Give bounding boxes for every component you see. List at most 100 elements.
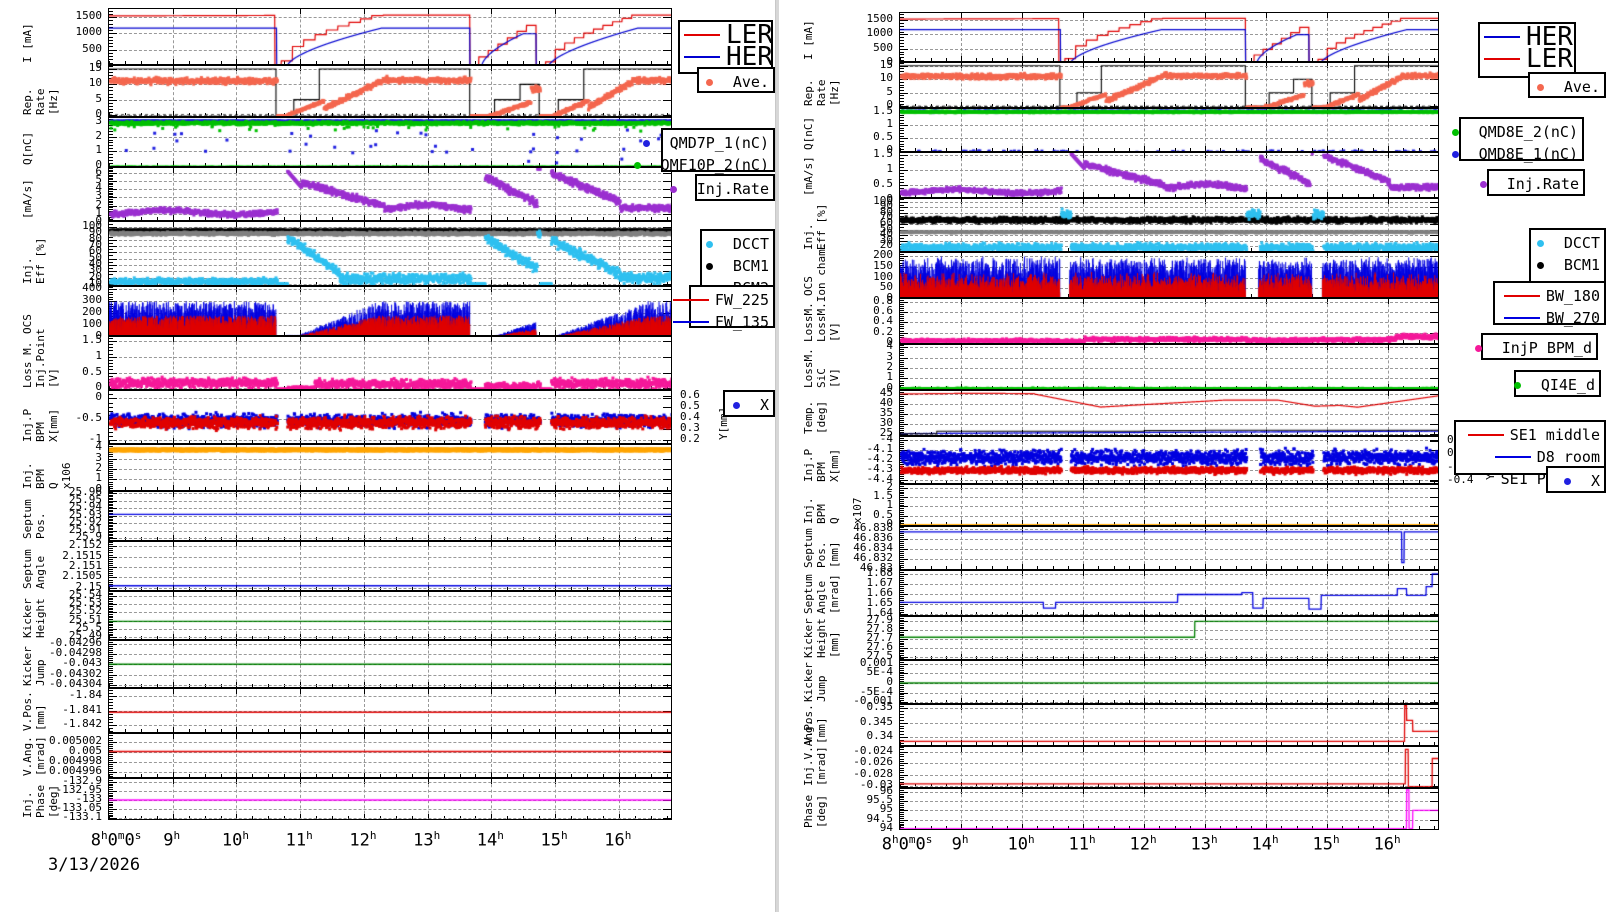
y-axis-title: Inj. <box>21 257 34 285</box>
legend-label: QMD8E_2(nC) <box>1478 123 1578 141</box>
plot-row-ring-current <box>899 12 1439 62</box>
legend-entry[interactable]: Ave. <box>1534 76 1600 98</box>
series-canvas-loss-monitor-inj-point <box>109 337 671 389</box>
legend-entry[interactable]: Inj.Rate <box>1479 173 1579 195</box>
y-axis-label: 45 <box>879 386 893 399</box>
y-axis-label: -1.841 <box>62 702 102 716</box>
y-axis-label: -4.2 <box>866 452 894 465</box>
y-axis-label: 1 <box>886 370 893 384</box>
y-axis-scale-exponent: x107 <box>851 497 864 525</box>
y-axis-label: 2.15 <box>75 579 103 593</box>
legend-charge[interactable]: QMD7P_1(nC) QMF10P_2(nC) <box>633 128 775 174</box>
legend-ring-current[interactable]: HER LER <box>1478 22 1576 78</box>
y-axis-label: 0.004996 <box>49 763 102 777</box>
legend-entry[interactable]: X <box>729 394 769 416</box>
legend-inj-eff[interactable]: DCCTBCM1BCM2 <box>700 229 775 297</box>
y-axis-label: 0 <box>886 334 893 348</box>
legend-entry[interactable]: FW_135 <box>672 311 769 333</box>
legend-entry[interactable]: BCM1 <box>705 255 769 277</box>
legend-entry[interactable]: Ave. <box>703 71 769 93</box>
legend-entry[interactable]: LER <box>1484 46 1573 72</box>
y-axis-label: 0.5 <box>873 130 893 144</box>
plot-area-septum-angle <box>900 571 1438 615</box>
legend-entry[interactable]: QMD8E_2(nC) <box>1451 121 1578 143</box>
y-axis-title: Septum <box>802 574 815 614</box>
y-axis-title: Q[nC] <box>802 116 815 150</box>
legend-label: LER <box>726 20 773 50</box>
plot-row-rep-rate <box>108 65 672 117</box>
legend-entry[interactable]: SE1 middle <box>1460 424 1600 446</box>
legend-entry[interactable]: InjP BPM_d <box>1474 337 1592 359</box>
legend-entry[interactable]: DCCT <box>705 233 769 255</box>
y-axis-label: 4 <box>95 181 102 195</box>
y-axis-label: 0.4 <box>873 314 893 328</box>
legend-charge[interactable]: QMD8E_2(nC) QMD8E_1(nC) <box>1451 117 1584 163</box>
y-axis-title: Rep. <box>802 79 815 107</box>
y-axis-label: 40 <box>88 256 102 270</box>
legend-rep-rate[interactable]: Ave. <box>697 67 775 93</box>
y-axis-label: 27.9 <box>866 613 894 627</box>
legend-ocs[interactable]: BW_180 BW_270 <box>1493 281 1606 327</box>
plot-row-inj-v-pos <box>108 688 672 733</box>
legend-inj-rate[interactable]: Inj.Rate <box>669 174 775 201</box>
y-axis-title: BPM <box>34 469 47 489</box>
legend-ocs[interactable]: FW_225 FW_135 <box>672 285 775 331</box>
y-axis-title: Inj. <box>21 791 34 819</box>
legend-ring-current[interactable]: LER HER <box>678 20 773 74</box>
legend-entry[interactable]: HER <box>684 44 773 70</box>
legend-rep-rate[interactable]: Ave. <box>1528 72 1606 98</box>
legend-inj-eff[interactable]: DCCTBCM1BCM2 <box>1529 228 1606 296</box>
legend-loss-ion[interactable]: InjP BPM_d <box>1474 333 1598 360</box>
legend-line-swatch <box>1494 456 1531 458</box>
y-axis-title: Temp. <box>802 400 815 434</box>
y-axis-label: 27.8 <box>866 622 894 636</box>
y-axis-label: 46.834 <box>853 541 893 554</box>
series-canvas-inj-v-ang <box>900 747 1438 787</box>
legend-bpm[interactable]: X <box>1546 466 1606 493</box>
legend-entry[interactable]: QMD7P_1(nC) <box>642 132 769 154</box>
series-canvas-septum-pos <box>109 492 671 540</box>
legend-entry[interactable]: X <box>1552 470 1600 492</box>
legend-label: Inj.Rate <box>696 180 769 198</box>
y-axis-label: -133.05 <box>55 801 102 815</box>
y-axis-title: LossM. <box>802 302 815 342</box>
legend-entry[interactable]: BCM1 <box>1535 254 1600 276</box>
y-axis-title: [mrad] <box>828 574 841 614</box>
legend-entry[interactable]: QMD8E_1(nC) <box>1451 143 1578 165</box>
legend-entry[interactable]: QI4E_d <box>1513 374 1595 396</box>
legend-entry[interactable]: D8 room <box>1460 446 1600 468</box>
y-axis-label: 40 <box>879 227 893 241</box>
y-axis-title: Q[nC] <box>21 131 34 165</box>
y-axis-label: 2.1515 <box>62 548 102 562</box>
y-axis-title: BPM <box>815 504 828 524</box>
legend-entry[interactable]: FW_225 <box>672 289 769 311</box>
legend-label: QMF10P_2(nC) <box>660 156 769 174</box>
legend-entry[interactable]: LER <box>684 22 773 48</box>
legend-entry[interactable]: Inj.Rate <box>669 178 769 200</box>
legend-bpm[interactable]: X <box>723 390 775 417</box>
y-axis-label: 0.004998 <box>49 753 102 767</box>
y-axis-label: -5E-4 <box>859 684 893 698</box>
y-axis-label: 46.836 <box>853 531 893 545</box>
series-canvas-inj-bpm-q <box>109 445 671 490</box>
y-axis-label: 1.66 <box>866 586 894 599</box>
y-axis-label: 10 <box>879 71 893 85</box>
legend-label: InjP BPM_d <box>1501 339 1592 357</box>
legend-dot-swatch <box>705 262 713 270</box>
plot-area-inj-bpm-q <box>900 485 1438 525</box>
y-axis-label: 1.5 <box>82 332 102 346</box>
plot-row-inj-v-ang <box>899 746 1439 788</box>
legend-entry[interactable]: DCCT <box>1535 232 1600 254</box>
y-axis-title: OCS <box>21 314 34 334</box>
series-canvas-inj-rate <box>900 153 1438 197</box>
legend-entry[interactable]: BW_180 <box>1499 285 1600 307</box>
series-canvas-inj-phase <box>900 789 1438 829</box>
legend-loss-sic[interactable]: QI4E_d <box>1513 370 1601 397</box>
legend-inj-rate[interactable]: Inj.Rate <box>1479 169 1585 196</box>
y-axis-label: 0.345 <box>859 714 893 728</box>
legend-entry[interactable]: QMF10P_2(nC) <box>633 154 769 176</box>
legend-entry[interactable]: BW_270 <box>1499 307 1600 329</box>
legend-entry[interactable]: HER <box>1484 24 1573 50</box>
y-axis-label: -4.4 <box>866 472 894 485</box>
